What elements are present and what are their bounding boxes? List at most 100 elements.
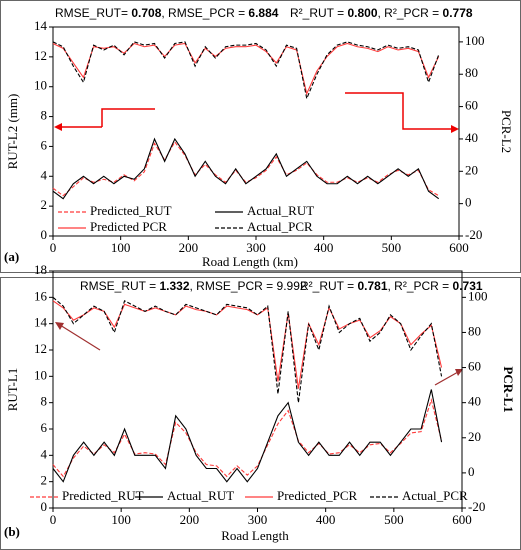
legend-label: Predicted_PCR: [277, 488, 357, 503]
x-tick-label: 100: [111, 512, 131, 527]
x-tick-label: 300: [246, 240, 266, 255]
y-tick-label: 0: [41, 227, 48, 242]
plot-area: [52, 270, 463, 509]
arrow-head: [451, 125, 459, 133]
arrow-head: [455, 369, 463, 376]
y2-tick-label: 0: [465, 195, 472, 210]
y-tick-label: 4: [41, 167, 48, 182]
arrow-head: [55, 322, 64, 330]
arrow-line: [101, 108, 155, 127]
y2-tick-label: 40: [468, 394, 481, 409]
series-line: [52, 398, 443, 478]
y-tick-label: 2: [41, 473, 48, 488]
x-tick-label: 500: [382, 240, 402, 255]
y2-tick-label: 40: [465, 130, 478, 145]
series-line: [52, 42, 440, 96]
annotation-part: , R²_PCR =: [378, 6, 443, 20]
series-line: [52, 137, 440, 200]
x-tick-label: 500: [384, 512, 404, 527]
annotation-part: , R²_PCR =: [388, 279, 453, 293]
legend-label: Predicted_RUT: [62, 488, 144, 503]
x-axis-label: Road Length (km): [202, 254, 298, 269]
series-line: [52, 300, 443, 389]
series-line: [52, 140, 439, 197]
x-tick-label: 600: [452, 512, 472, 527]
annotation-part: , RMSE_PCR = 9.992: [190, 279, 307, 293]
annotation-part: 1.332: [159, 279, 189, 293]
x-axis-label: Road Length: [221, 528, 289, 543]
arrow-head: [54, 123, 62, 131]
annotation-part: 0.778: [443, 6, 473, 20]
annotation-part: R²_RUT =: [290, 6, 347, 20]
series-line: [52, 41, 440, 101]
y2-tick-label: 60: [468, 359, 481, 374]
annotation: R²_RUT = 0.781, R²_PCR = 0.731: [300, 279, 483, 293]
annotation-part: RMSE_RUT=: [55, 6, 131, 20]
annotation: RMSE_RUT = 1.332, RMSE_PCR = 9.992: [80, 279, 307, 293]
y2-tick-label: 60: [465, 98, 478, 113]
panel-frame: [0, 277, 521, 550]
y-tick-label: 18: [34, 262, 47, 277]
annotation-part: , RMSE_PCR =: [161, 6, 248, 20]
annotation-part: 0.781: [357, 279, 387, 293]
y-tick-label: 10: [34, 78, 47, 93]
x-tick-label: 100: [111, 240, 131, 255]
y2-tick-label: 80: [465, 65, 478, 80]
legend-label: Actual_RUT: [167, 488, 234, 503]
annotation-part: 0.731: [453, 279, 483, 293]
annotation-part: 0.800: [347, 6, 377, 20]
y-tick-label: 12: [34, 341, 47, 356]
x-tick-label: 200: [180, 512, 200, 527]
y2-tick-label: -20: [465, 227, 482, 242]
annotation-part: R²_RUT =: [300, 279, 357, 293]
y-tick-label: 14: [34, 315, 48, 330]
annotation: RMSE_RUT= 0.708, RMSE_PCR = 6.884: [55, 6, 279, 20]
y-axis-label: RUT-L2 (mm): [5, 94, 20, 170]
arrow-line: [434, 371, 459, 386]
legend-label: Predicted PCR: [90, 219, 167, 234]
x-tick-label: 0: [50, 512, 57, 527]
legend-label: Actual_PCR: [247, 219, 313, 234]
y-tick-label: 14: [34, 18, 48, 33]
y2-tick-label: -20: [468, 499, 485, 514]
x-tick-label: 300: [248, 512, 268, 527]
y-tick-label: 0: [41, 499, 48, 514]
legend-label: Actual_RUT: [247, 203, 314, 218]
y-tick-label: 2: [41, 197, 48, 212]
y2-axis-label: PCR-L1: [501, 366, 516, 412]
y2-tick-label: 20: [465, 162, 478, 177]
y2-tick-label: 80: [468, 323, 481, 338]
annotation: R²_RUT = 0.800, R²_PCR = 0.778: [290, 6, 473, 20]
x-tick-label: 600: [449, 240, 469, 255]
y-tick-label: 12: [34, 48, 47, 63]
legend-label: Actual_PCR: [402, 488, 468, 503]
annotation-part: 6.884: [248, 6, 278, 20]
y-tick-label: 8: [41, 394, 48, 409]
x-tick-label: 400: [314, 240, 334, 255]
arrow-line: [59, 324, 101, 351]
y-tick-label: 6: [41, 420, 48, 435]
x-tick-label: 0: [50, 240, 57, 255]
y2-tick-label: 100: [468, 288, 488, 303]
panel-label: (a): [4, 249, 19, 264]
y-tick-label: 10: [34, 367, 47, 382]
y-tick-label: 8: [41, 108, 48, 123]
series-line: [52, 296, 443, 403]
y-tick-label: 6: [41, 137, 48, 152]
y2-axis-label: PCR-L2: [499, 110, 514, 153]
annotation-part: RMSE_RUT =: [80, 279, 159, 293]
annotation-part: 0.708: [131, 6, 161, 20]
x-tick-label: 200: [179, 240, 199, 255]
arrow-line: [345, 92, 452, 130]
y2-tick-label: 0: [468, 464, 475, 479]
y2-tick-label: 100: [465, 33, 485, 48]
panel-label: (b): [4, 524, 20, 539]
legend-label: Predicted_RUT: [90, 203, 172, 218]
y2-tick-label: 20: [468, 429, 481, 444]
y-tick-label: 16: [34, 288, 48, 303]
x-tick-label: 400: [316, 512, 336, 527]
series-line: [52, 389, 443, 483]
y-tick-label: 4: [41, 446, 48, 461]
y-axis-label: RUT-L1: [5, 368, 20, 412]
